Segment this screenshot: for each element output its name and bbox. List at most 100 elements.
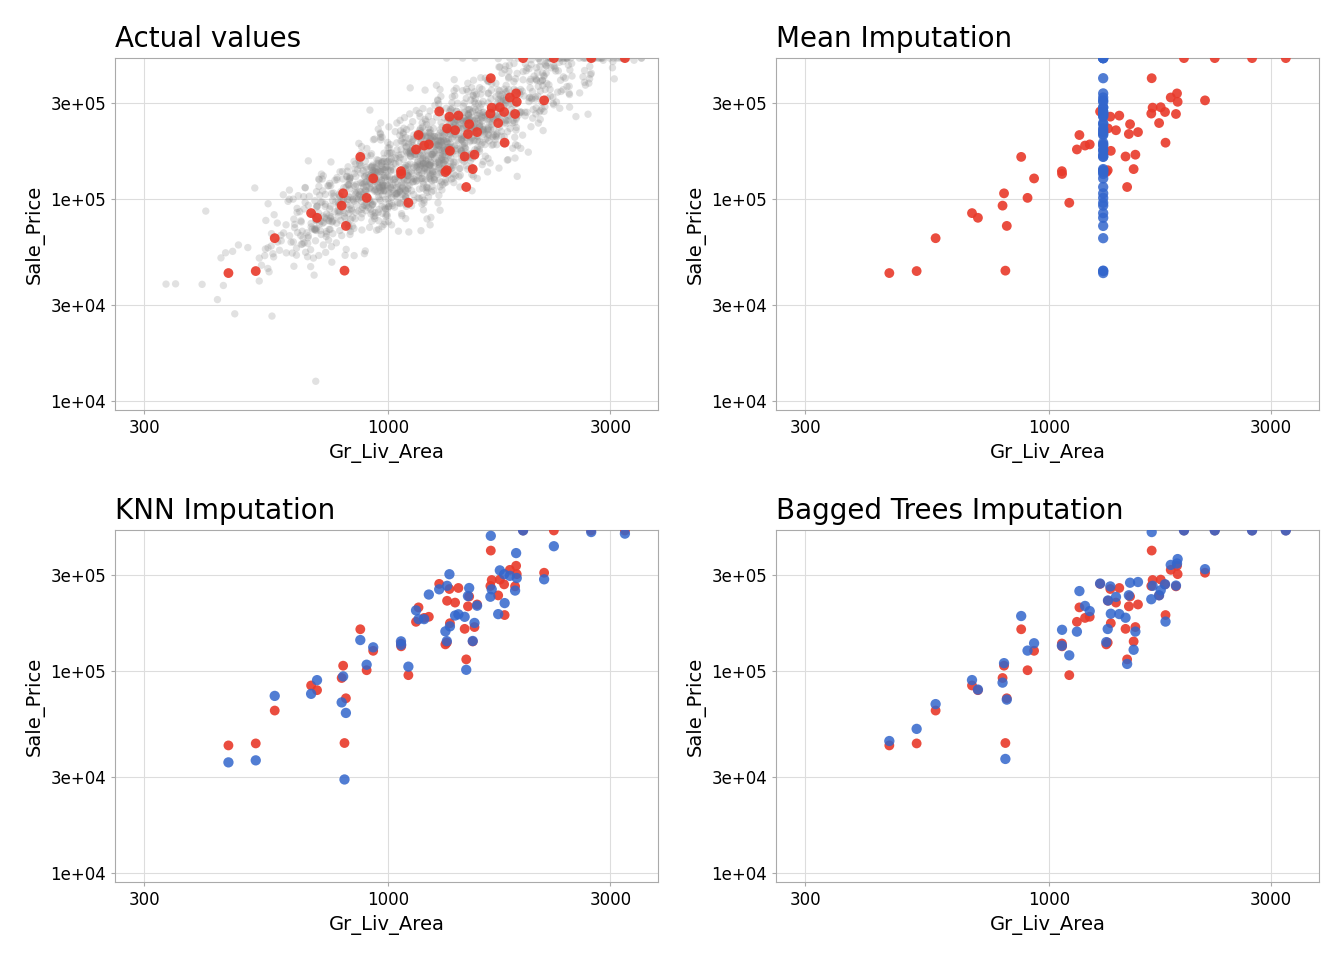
Point (293, 189, 314, 204)
Point (448, 108, 469, 123)
Point (388, 196, 410, 211)
Point (351, 223, 372, 238)
Point (540, 60, 562, 76)
Point (1051, 166, 1073, 181)
Point (1242, 523, 1263, 539)
Point (630, 51, 652, 66)
Point (480, 589, 501, 605)
Point (339, 227, 360, 242)
Point (401, 134, 422, 150)
Point (587, 51, 609, 66)
Point (460, 117, 481, 132)
Point (1141, 578, 1163, 593)
Point (426, 109, 448, 125)
Point (536, 90, 558, 106)
Point (582, 51, 603, 66)
Point (405, 174, 426, 189)
Point (460, 105, 481, 120)
Point (348, 135, 370, 151)
Point (395, 183, 417, 199)
Point (925, 230, 946, 246)
Point (224, 306, 246, 322)
Point (367, 178, 388, 193)
Point (409, 106, 430, 121)
Point (380, 155, 402, 170)
Point (439, 618, 461, 634)
Point (362, 213, 383, 228)
Point (544, 60, 566, 76)
Point (390, 133, 411, 149)
Point (1141, 106, 1163, 121)
Point (464, 615, 485, 631)
Point (426, 167, 448, 182)
Point (1066, 614, 1087, 630)
Point (401, 172, 422, 187)
Point (1093, 185, 1114, 201)
Point (1195, 93, 1216, 108)
Point (305, 212, 327, 228)
Point (462, 87, 484, 103)
Point (535, 82, 556, 97)
Point (286, 248, 308, 263)
Point (431, 182, 453, 198)
Point (351, 210, 372, 226)
Point (370, 126, 391, 141)
Point (386, 180, 407, 195)
Point (422, 131, 444, 146)
Point (362, 157, 383, 173)
Point (376, 168, 398, 183)
Point (418, 133, 439, 149)
Point (496, 89, 517, 105)
Point (555, 51, 577, 66)
Point (362, 197, 383, 212)
Point (321, 254, 343, 270)
Point (438, 124, 460, 139)
Point (434, 149, 456, 164)
Point (269, 243, 290, 258)
Point (925, 696, 946, 711)
Point (415, 113, 437, 129)
Point (515, 108, 536, 124)
Point (437, 121, 458, 136)
Point (218, 265, 239, 280)
Point (321, 214, 343, 229)
Point (550, 73, 571, 88)
Point (457, 102, 478, 117)
Point (391, 206, 413, 222)
Point (521, 91, 543, 107)
Point (560, 51, 582, 66)
Point (399, 144, 421, 159)
Point (437, 136, 458, 152)
Point (352, 200, 374, 215)
Point (425, 137, 446, 153)
Point (442, 129, 464, 144)
Point (1109, 607, 1130, 622)
Point (433, 133, 454, 149)
Point (332, 164, 353, 180)
Point (1154, 613, 1176, 629)
Point (992, 670, 1013, 685)
Point (1275, 523, 1297, 539)
Point (1118, 127, 1140, 142)
Point (444, 115, 465, 131)
Point (395, 190, 417, 205)
Point (398, 667, 419, 683)
Point (422, 129, 444, 144)
Point (452, 116, 473, 132)
Point (435, 122, 457, 137)
Point (445, 155, 466, 170)
Point (371, 178, 392, 193)
Point (1090, 576, 1111, 591)
Point (374, 170, 395, 185)
Point (262, 246, 284, 261)
Point (1141, 591, 1163, 607)
Point (370, 164, 391, 180)
Point (403, 193, 425, 208)
Point (313, 215, 335, 230)
Point (1093, 230, 1114, 246)
Point (1093, 138, 1114, 154)
Point (419, 104, 441, 119)
Point (328, 187, 349, 203)
Point (360, 148, 382, 163)
Point (1120, 575, 1141, 590)
